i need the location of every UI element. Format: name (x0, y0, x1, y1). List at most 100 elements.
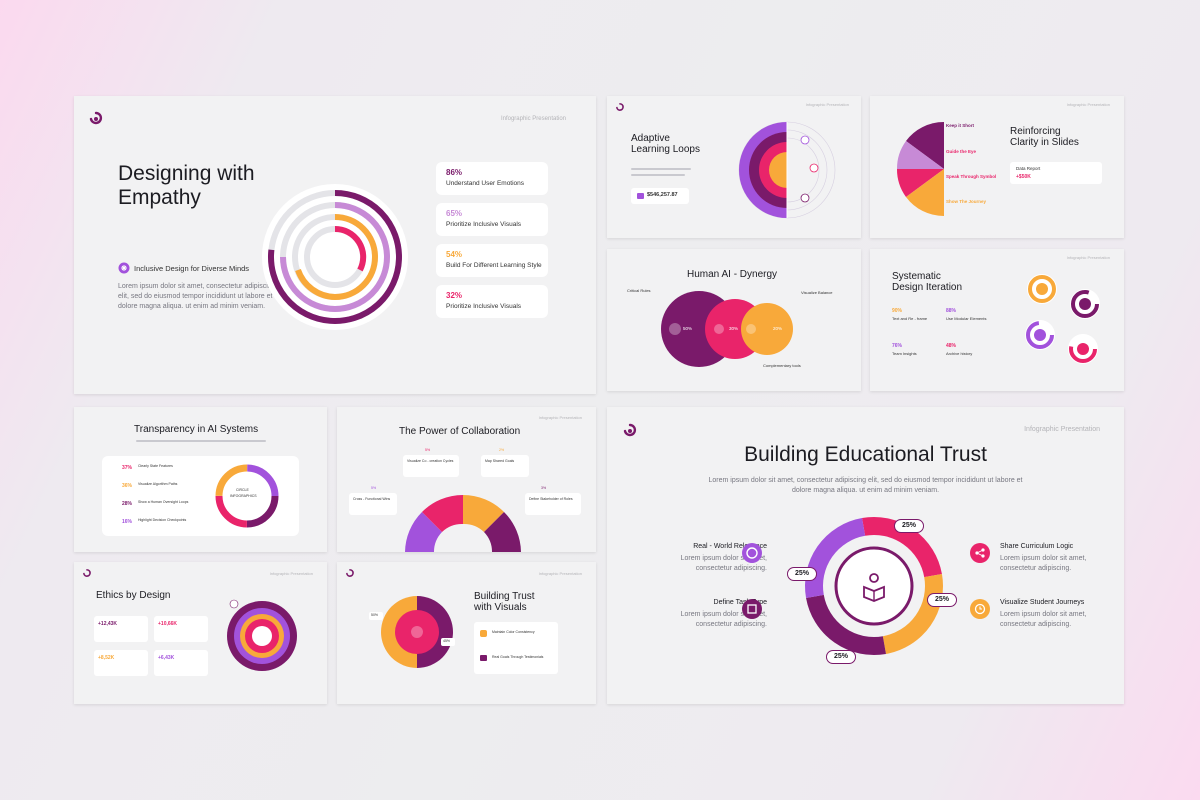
item-label: Map Shared Goals (485, 459, 515, 463)
badge-left: 25% (787, 567, 817, 581)
stat-label: Prioritize Inclusive Visuals (446, 303, 522, 310)
stat-label: Show a Human Oversight Loops (138, 500, 189, 504)
presentation-tag: Infographic Presentation (538, 415, 582, 420)
slide-title: Building Trust with Visuals (474, 591, 535, 613)
item-share-curriculum: Share Curriculum Logic Lorem ipsum dolor… (1000, 543, 1120, 583)
item-visualize-journeys: Visualize Student Journeys Lorem ipsum d… (1000, 599, 1120, 639)
item-define-task: Define Task Type Lorem ipsum dolor sit a… (647, 599, 767, 639)
slide-transparency-ai[interactable]: Transparency in AI Systems 37% Clearly S… (74, 407, 327, 552)
slide-adaptive-learning-loops[interactable]: Infographic Presentation Adaptive Learni… (607, 96, 861, 238)
title-line-1: Adaptive (631, 133, 670, 144)
body-line-1: Lorem ipsum dolor sit amet, consectetur … (708, 477, 1023, 484)
slide-title: Reinforcing Clarity in Slides (1010, 126, 1079, 148)
text-placeholder (631, 174, 685, 176)
item-desc: Lorem ipsum dolor sit amet, (680, 611, 767, 618)
stat-card-4: 32% Prioritize Inclusive Visuals (436, 285, 548, 318)
stat-card-3: 54% Build For Different Learning Style (436, 244, 548, 277)
collab-card-3: Cross - Functional Wins (349, 493, 397, 515)
data-report-card: Data Report +$50K (1010, 162, 1102, 184)
stat-card-1: 86% Understand User Emotions (436, 162, 548, 195)
slide-title: Systematic Design Iteration (892, 271, 962, 293)
wallet-icon (637, 193, 644, 199)
stat-pct: 36% (122, 483, 133, 489)
stat-pct: 86% (446, 168, 463, 177)
stat-label: Use Modular Elements (946, 316, 987, 321)
stat-pct: 28% (122, 501, 133, 507)
overlapping-circles-diagram (661, 291, 793, 367)
arc-86 (267, 190, 402, 324)
four-donut-grid (1025, 274, 1100, 364)
item-label: Real - World Relevance (693, 543, 767, 550)
title-line-2: Design Iteration (892, 282, 963, 294)
slide-ethics-by-design[interactable]: Infographic Presentation Ethics by Desig… (74, 562, 327, 704)
presentation-tag: Infographic Presentation (538, 571, 582, 576)
stat-pct: 76% (892, 343, 903, 349)
badge-text: 25% (794, 570, 809, 577)
slide-building-trust-visuals[interactable]: Infographic Presentation 50% 45% Buildin… (337, 562, 596, 704)
stat-label: Visualize Algorithm Paths (138, 482, 178, 486)
layered-ring-chart (227, 599, 297, 671)
text-placeholder (136, 440, 266, 442)
badge-top: 25% (894, 519, 924, 533)
slide-title: Ethics by Design (96, 590, 171, 601)
item-pct: 5% (425, 448, 431, 452)
slide-title: Transparency in AI Systems (134, 424, 259, 435)
stat-label: Understand User Emotions (446, 180, 525, 187)
globe-icon (742, 543, 762, 563)
task-icon (742, 599, 762, 619)
report-label: Data Report (1016, 166, 1041, 171)
arc-65 (280, 202, 390, 312)
pct-3: 20% (773, 326, 783, 331)
stat-pct: 37% (122, 465, 133, 471)
brain-icon (118, 262, 130, 274)
title-line-1: Designing with (118, 162, 255, 185)
pct-1: 50% (683, 326, 693, 331)
stat-label: Team Insights (892, 351, 917, 356)
presentation-tag: Infographic Presentation (1066, 102, 1110, 107)
stat-pct: 54% (446, 250, 463, 259)
item-desc: Lorem ipsum dolor sit amet, (1000, 611, 1087, 618)
collab-card-2: Map Shared Goals (481, 455, 529, 477)
value-chip: $546,257.87 (631, 188, 689, 204)
stat-pct: 90% (892, 308, 903, 314)
item-label: Visualize Co - creation Cycles (407, 459, 454, 463)
stat-pct: 32% (446, 291, 463, 300)
item-real-world: Real - World Relevance Lorem ipsum dolor… (647, 543, 767, 583)
item-label: Guide the Eye (946, 149, 977, 154)
stat-label: Build For Different Learning Style (446, 262, 542, 269)
ethics-stat-4: +6,43K (154, 650, 208, 676)
trust-items-panel: Maintain Color Consistency Real Goals Th… (474, 622, 558, 674)
body-text: Lorem ipsum dolor sit amet, consectetur … (118, 283, 276, 311)
value-text: $546,257.87 (647, 192, 678, 198)
badge-text: 25% (934, 596, 949, 603)
brand-logo-icon (623, 423, 637, 437)
title-line-1: Reinforcing (1010, 126, 1061, 137)
slide-human-ai-dynergy[interactable]: Human AI - Dynergy Critical Rules Visual… (607, 249, 861, 391)
slide-title: Adaptive Learning Loops (631, 133, 700, 155)
item-label: Keep it Short (946, 123, 975, 128)
title-line-2: with Visuals (474, 602, 527, 614)
slide-designing-with-empathy[interactable]: Infographic Presentation Designing with … (74, 96, 596, 394)
slide-systematic-design[interactable]: Infographic Presentation Systematic Desi… (870, 249, 1124, 391)
title-line-2: Empathy (118, 185, 201, 209)
pct-2: 30% (729, 326, 739, 331)
badge-text: 50% (371, 613, 379, 617)
title-line-2: Clarity in Slides (1010, 137, 1079, 149)
slide-reinforcing-clarity[interactable]: Infographic Presentation Keep it Short G… (870, 96, 1124, 238)
stat-value: +10,66K (158, 621, 178, 627)
item-desc: consectetur adipiscing. (1000, 565, 1072, 572)
trust-pie-chart (381, 596, 453, 668)
text-placeholder (631, 168, 691, 170)
educational-donut-chart (805, 517, 943, 655)
stat-label: Archive history (946, 351, 973, 356)
item-label: Define Task Type (713, 599, 767, 606)
stat-card-2: 65% Prioritize Inclusive Visuals (436, 203, 548, 236)
badge-text: 45% (443, 639, 451, 643)
slide-power-of-collaboration[interactable]: Infographic Presentation The Power of Co… (337, 407, 596, 552)
semicircle-chart (405, 495, 521, 552)
badge-text: 25% (833, 653, 848, 660)
quarter-pie-chart (896, 121, 944, 217)
item-label: Real Goals Through Testimonials (492, 655, 544, 659)
title-line-2: Learning Loops (631, 144, 700, 156)
slide-building-educational-trust[interactable]: Infographic Presentation Building Educat… (607, 407, 1124, 704)
